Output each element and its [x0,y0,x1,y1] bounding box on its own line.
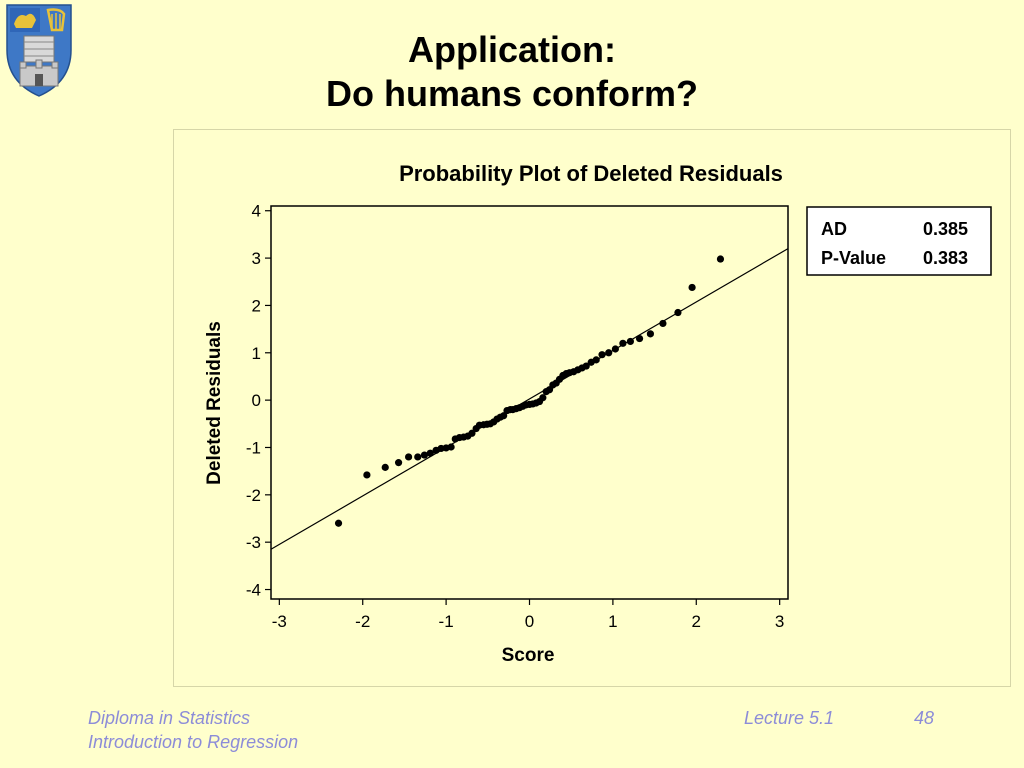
x-tick-label: 1 [608,612,617,631]
data-point [674,308,682,317]
data-point [592,356,600,364]
data-point [381,463,389,471]
y-axis-ticks: -4 -3 -2 -1 0 1 2 3 4 [246,202,271,600]
data-point [334,519,343,527]
x-tick-label: 0 [525,612,534,631]
stats-box: AD 0.385 P-Value 0.383 [806,206,992,276]
y-axis-label: Deleted Residuals [204,321,225,485]
data-point [688,283,696,292]
data-point [582,362,590,370]
data-point [646,330,655,338]
data-point [626,337,634,346]
y-tick-label: -4 [246,581,261,600]
footer-lecture: Lecture 5.1 [744,708,835,728]
x-axis-label: Score [502,645,555,666]
data-point [404,453,413,461]
data-point [659,319,667,328]
data-point [500,412,508,420]
ad-value: 0.385 [923,219,968,239]
slide-title: Application: Do humans conform? [0,28,1024,116]
data-points [334,255,725,527]
x-tick-label: 3 [775,612,784,631]
pvalue-value: 0.383 [923,248,968,268]
slide-title-line2: Do humans conform? [325,73,698,114]
y-tick-label: 4 [252,202,261,221]
footer-subtitle: Introduction to Regression [88,732,299,752]
chart-panel [173,129,1011,687]
data-point [447,443,455,451]
footer-course: Diploma in Statistics [88,708,251,728]
x-tick-label: -3 [272,612,287,631]
reference-line [270,248,789,550]
data-point [420,451,429,459]
data-point [611,345,619,353]
x-tick-label: 2 [692,612,701,631]
footer-page-number: 48 [914,708,935,728]
data-point [716,255,725,263]
y-tick-label: 1 [252,344,261,363]
data-point [598,351,606,359]
y-tick-label: -3 [246,533,261,552]
y-tick-label: -1 [246,438,261,457]
y-tick-label: -2 [246,486,261,505]
y-tick-label: 3 [252,249,261,268]
x-axis-ticks: -3 -2 -1 0 1 2 3 [272,599,784,631]
data-point [635,334,644,343]
y-tick-label: 2 [252,296,261,315]
ad-label: AD [821,219,847,239]
x-tick-label: -2 [355,612,370,631]
data-point [426,449,434,457]
pvalue-label: P-Value [821,248,886,268]
data-point [363,471,371,479]
x-tick-label: -1 [439,612,454,631]
data-point [394,459,403,467]
data-point [539,394,547,402]
data-point [605,349,613,357]
data-point [414,453,422,461]
y-tick-label: 0 [252,391,261,410]
probability-plot: Probability Plot of Deleted Residuals -4… [204,161,992,666]
university-crest-icon [6,4,72,97]
slide-title-line1: Application: [408,29,616,70]
data-point [619,339,627,347]
chart-title: Probability Plot of Deleted Residuals [399,161,783,186]
data-point [468,429,476,437]
